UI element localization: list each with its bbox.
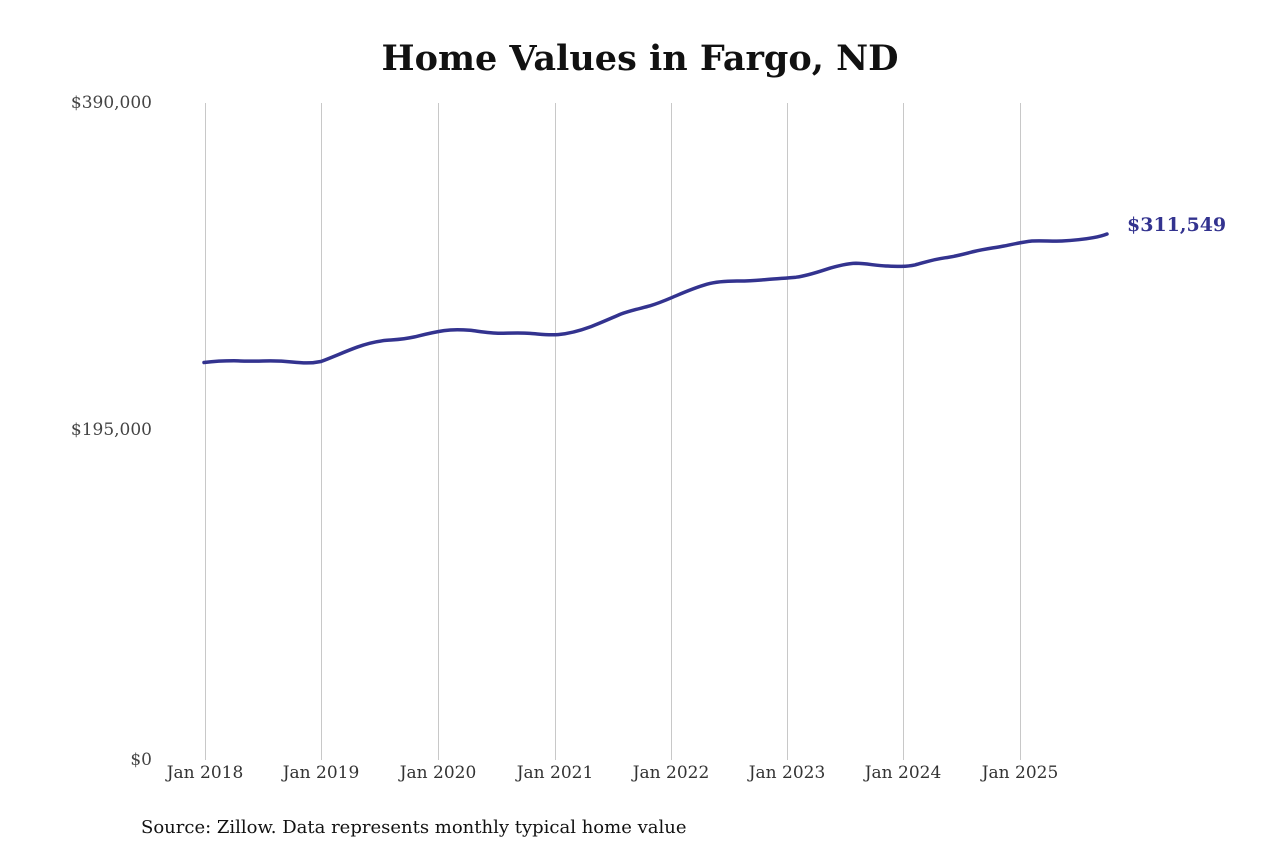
y-tick-label: $0 — [130, 750, 152, 770]
chart-title: Home Values in Fargo, ND — [381, 38, 899, 79]
x-tick-label: Jan 2018 — [166, 763, 244, 783]
x-tick-label: Jan 2021 — [516, 763, 594, 783]
x-tick-label: Jan 2024 — [864, 763, 942, 783]
x-tick-label: Jan 2023 — [748, 763, 826, 783]
x-tick-label: Jan 2020 — [399, 763, 477, 783]
latest-value-label: $311,549 — [1127, 214, 1227, 236]
home-value-line — [202, 232, 1109, 365]
vertical-gridlines — [205, 103, 1021, 760]
x-tick-label: Jan 2025 — [981, 763, 1059, 783]
x-tick-label: Jan 2019 — [282, 763, 360, 783]
x-tick-label: Jan 2022 — [632, 763, 710, 783]
y-tick-label: $390,000 — [70, 93, 152, 113]
source-note: Source: Zillow. Data represents monthly … — [141, 817, 687, 838]
y-tick-label: $195,000 — [70, 420, 152, 440]
